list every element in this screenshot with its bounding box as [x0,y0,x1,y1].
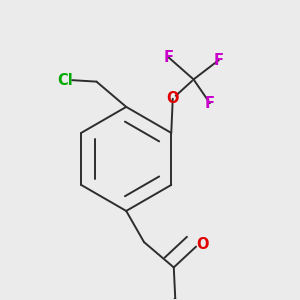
Text: O: O [167,91,179,106]
Text: O: O [196,237,209,252]
Text: F: F [214,52,224,68]
Text: F: F [163,50,173,64]
Text: F: F [205,96,215,111]
Text: Cl: Cl [57,73,73,88]
